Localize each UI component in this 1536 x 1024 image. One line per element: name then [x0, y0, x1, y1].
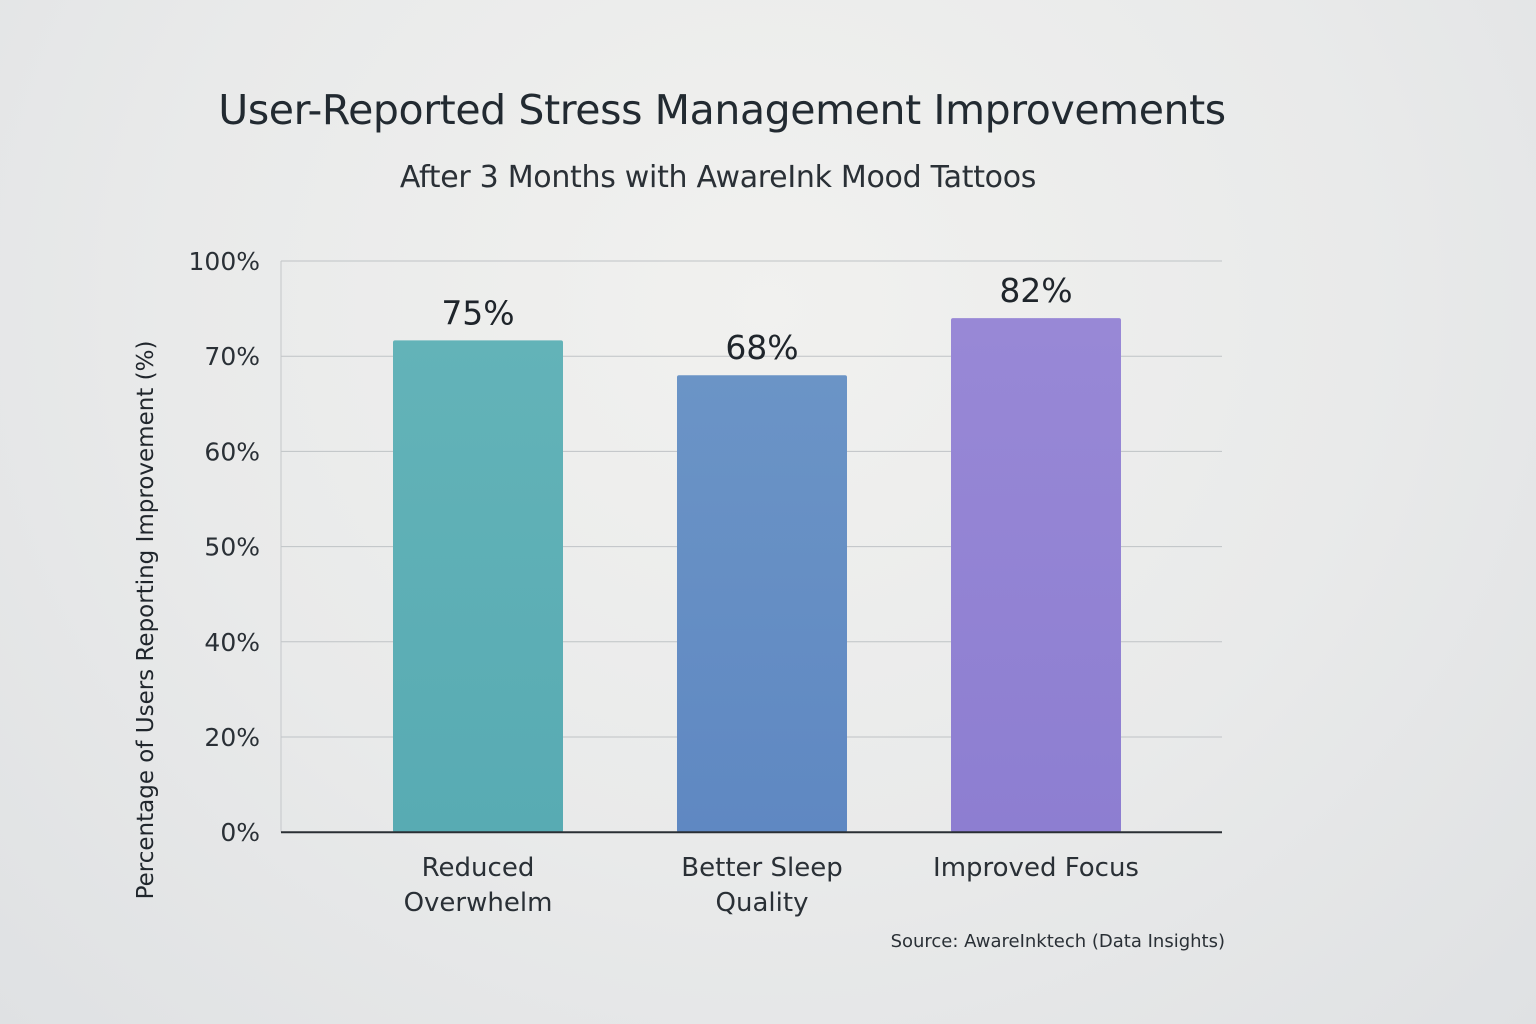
- y-tick-label: 0%: [220, 818, 260, 847]
- y-axis-ticks: 100% 70% 60% 50% 40% 20% 0%: [189, 247, 260, 847]
- y-tick-label: 70%: [204, 342, 260, 371]
- y-tick-label: 60%: [204, 437, 260, 466]
- bar: [677, 375, 847, 833]
- x-category-label-line: Improved Focus: [933, 853, 1139, 883]
- y-tick-label: 50%: [204, 533, 260, 562]
- bar: [951, 318, 1121, 833]
- y-tick-label: 40%: [204, 628, 260, 657]
- x-category-label: Better Sleep Quality: [681, 853, 842, 918]
- chart-subtitle: After 3 Months with AwareInk Mood Tattoo…: [399, 160, 1037, 195]
- x-category-label-line: Better Sleep: [681, 853, 842, 883]
- x-category-label-line: Overwhelm: [404, 888, 553, 918]
- y-axis-title: Percentage of Users Reporting Improvemen…: [133, 341, 159, 900]
- y-tick-label: 100%: [189, 247, 260, 276]
- bar-value-label: 75%: [441, 293, 514, 332]
- x-category-label-line: Reduced: [422, 853, 535, 883]
- x-axis-categories: Reduced Overwhelm Better Sleep Quality Impro…: [404, 853, 1139, 918]
- bar: [393, 340, 563, 833]
- y-tick-label: 20%: [204, 723, 260, 752]
- bar-value-label: 68%: [725, 328, 798, 367]
- x-category-label: Improved Focus: [933, 853, 1139, 883]
- bars: 75% 68% 82%: [393, 271, 1121, 833]
- chart-title: User-Reported Stress Management Improvem…: [218, 86, 1226, 134]
- source-note: Source: AwareInktech (Data Insights): [890, 931, 1225, 952]
- x-category-label: Reduced Overwhelm: [404, 853, 553, 918]
- bar-value-label: 82%: [999, 271, 1072, 310]
- x-category-label-line: Quality: [716, 888, 809, 918]
